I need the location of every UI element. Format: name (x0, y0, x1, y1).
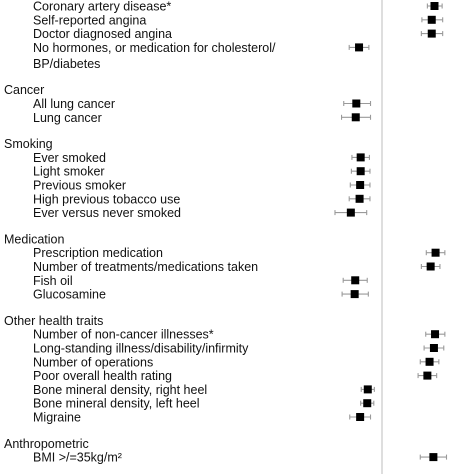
row-label: Light smoker (33, 165, 105, 179)
row-label: Long-standing illness/disability/infirmi… (33, 342, 249, 356)
point-estimate (427, 29, 436, 38)
point-estimate (363, 385, 372, 394)
point-estimate (431, 330, 440, 339)
group-header: Anthropometric (4, 437, 89, 451)
row-label: BMI >/=35kg/m² (33, 451, 122, 465)
point-estimate (426, 262, 435, 271)
point-estimate (363, 399, 372, 408)
row-label: Previous smoker (33, 179, 126, 193)
row-label: Doctor diagnosed angina (33, 27, 172, 41)
row-label: Prescription medication (33, 246, 163, 260)
row-label: Glucosamine (33, 288, 106, 302)
row-label: All lung cancer (33, 97, 115, 111)
row-label: Coronary artery disease* (33, 0, 171, 14)
point-estimate (431, 248, 440, 257)
point-estimate (356, 181, 365, 189)
group-header: Other health traits (4, 314, 103, 328)
point-estimate (425, 357, 434, 366)
row-label: Number of operations (33, 355, 153, 369)
point-estimate (346, 208, 355, 217)
row-label: Bone mineral density, left heel (33, 397, 200, 411)
row-label: Ever versus never smoked (33, 206, 181, 220)
row-label: Migraine (33, 411, 81, 425)
point-estimate (356, 413, 365, 421)
point-estimate (430, 2, 439, 10)
row-label: Ever smoked (33, 151, 106, 165)
row-label: Fish oil (33, 274, 73, 288)
point-estimate (356, 167, 365, 176)
point-estimate (352, 99, 361, 108)
row-label: Lung cancer (33, 111, 102, 125)
point-estimate (356, 153, 365, 162)
point-estimate (351, 276, 360, 285)
row-label: Number of treatments/medications taken (33, 260, 258, 274)
marks-layer (334, 2, 448, 462)
row-label: No hormones, or medication for cholester… (33, 41, 276, 55)
row-label: High previous tobacco use (33, 192, 180, 206)
point-estimate (429, 344, 438, 352)
group-header: Medication (4, 232, 64, 246)
point-estimate (427, 15, 436, 24)
row-label: Bone mineral density, right heel (33, 383, 207, 397)
point-estimate (429, 453, 438, 462)
row-label: Self-reported angina (33, 13, 146, 27)
point-estimate (351, 113, 360, 122)
labels-layer: Coronary artery disease*Self-reported an… (4, 0, 276, 465)
row-label: Poor overall health rating (33, 369, 172, 383)
point-estimate (423, 371, 432, 380)
point-estimate (355, 194, 364, 203)
point-estimate (350, 290, 359, 299)
row-label-continued: BP/diabetes (33, 57, 100, 71)
group-header: Cancer (4, 83, 44, 97)
row-label: Number of non-cancer illnesses* (33, 328, 214, 342)
point-estimate (355, 43, 364, 52)
group-header: Smoking (4, 137, 53, 151)
